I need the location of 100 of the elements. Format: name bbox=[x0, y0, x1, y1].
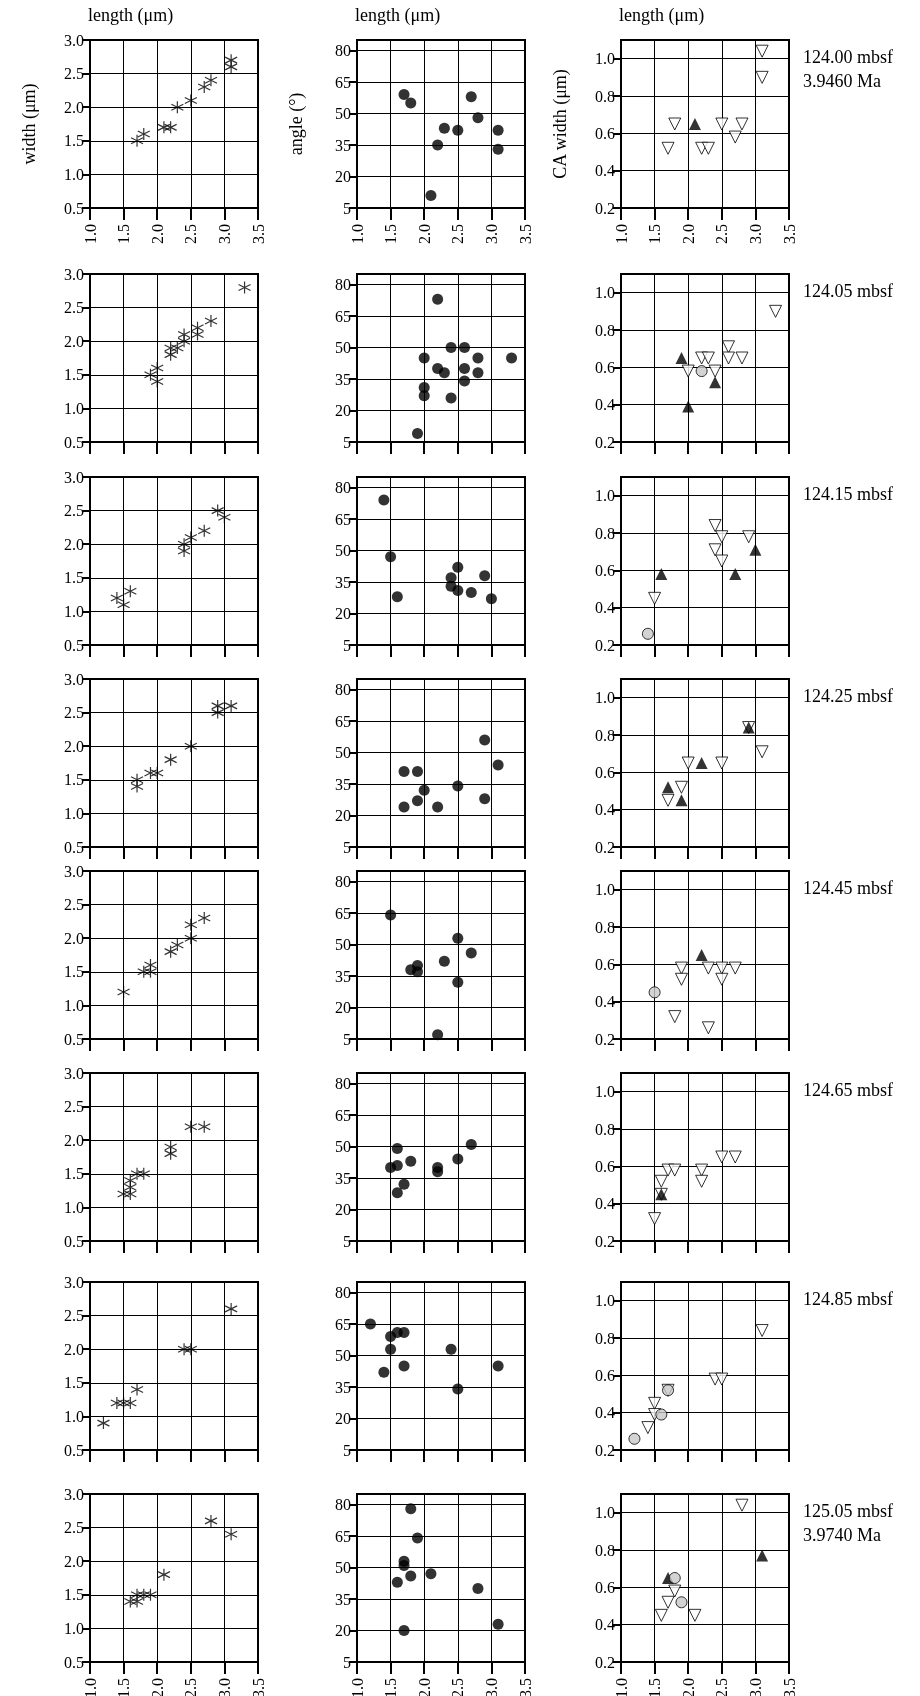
text: 124.85 mbsf bbox=[803, 1289, 894, 1309]
y-tick-label: 1.0 bbox=[595, 881, 615, 899]
y-tick-label: 0.5 bbox=[64, 199, 84, 217]
y-tick-label: 5 bbox=[343, 1653, 351, 1671]
y-tick-label: 2.0 bbox=[64, 1131, 84, 1149]
y-tick-label: 2.5 bbox=[64, 1098, 84, 1116]
y-tick-label: 2.5 bbox=[64, 1307, 84, 1325]
y-tick-label: 0.2 bbox=[595, 199, 615, 217]
y-tick-label: 3.0 bbox=[64, 1273, 84, 1291]
x-axis-title: length (μm) bbox=[88, 5, 174, 26]
y-axis-title: angle (°) bbox=[286, 92, 307, 156]
x-tick-label: 1.5 bbox=[115, 1678, 133, 1696]
x-axis-title: length (μm) bbox=[619, 5, 705, 26]
y-tick-label: 1.5 bbox=[64, 569, 84, 587]
y-tick-label: 0.5 bbox=[64, 1030, 84, 1048]
y-tick-label: 3.0 bbox=[64, 468, 84, 486]
y-tick-label: 2.0 bbox=[64, 1552, 84, 1570]
y-tick-label: 20 bbox=[335, 168, 351, 185]
text: 3.9740 Ma bbox=[803, 1525, 881, 1545]
y-tick-label: 5 bbox=[343, 1441, 351, 1459]
y-tick-label: 1.5 bbox=[64, 1586, 84, 1604]
y-tick-label: 50 bbox=[335, 1347, 351, 1364]
y-tick-label: 0.2 bbox=[595, 433, 615, 451]
y-tick-label: 1.0 bbox=[595, 50, 615, 68]
y-axis-title: width (μm) bbox=[19, 83, 40, 165]
x-tick-label: 3.0 bbox=[746, 224, 764, 244]
y-tick-label: 5 bbox=[343, 838, 351, 856]
y-tick-label: 1.0 bbox=[64, 1407, 84, 1425]
y-tick-label: 1.0 bbox=[64, 165, 84, 183]
y-tick-label: 20 bbox=[335, 807, 351, 824]
x-tick-label: 2.5 bbox=[449, 224, 467, 244]
x-tick-label: 2.5 bbox=[182, 224, 200, 244]
y-tick-label: 50 bbox=[335, 105, 351, 122]
y-tick-label: 0.2 bbox=[595, 1232, 615, 1250]
y-tick-label: 0.8 bbox=[595, 87, 615, 105]
y-tick-label: 3.0 bbox=[64, 31, 84, 49]
x-tick-label: 1.5 bbox=[646, 1678, 664, 1696]
y-tick-label: 2.0 bbox=[64, 1340, 84, 1358]
y-tick-label: 35 bbox=[335, 370, 351, 388]
x-tick-label: 2.0 bbox=[679, 224, 697, 244]
y-tick-label: 2.0 bbox=[64, 98, 84, 116]
y-tick-label: 0.8 bbox=[595, 321, 615, 339]
y-tick-label: 35 bbox=[335, 573, 351, 591]
text: 124.15 mbsf bbox=[803, 484, 894, 504]
y-tick-label: 0.6 bbox=[595, 124, 615, 142]
y-tick-label: 0.8 bbox=[595, 524, 615, 542]
y-tick-label: 50 bbox=[335, 542, 351, 559]
x-tick-label: 1.0 bbox=[81, 224, 99, 244]
y-tick-label: 0.5 bbox=[64, 838, 84, 856]
x-tick-label: 1.0 bbox=[612, 1678, 630, 1696]
y-tick-label: 0.2 bbox=[595, 838, 615, 856]
y-tick-label: 65 bbox=[335, 712, 351, 730]
y-tick-label: 1.5 bbox=[64, 366, 84, 384]
y-tick-label: 50 bbox=[335, 1559, 351, 1576]
y-tick-label: 50 bbox=[335, 936, 351, 953]
y-tick-label: 0.8 bbox=[595, 1541, 615, 1559]
x-tick-label: 3.0 bbox=[215, 224, 233, 244]
y-tick-label: 5 bbox=[343, 636, 351, 654]
text: 124.65 mbsf bbox=[803, 1080, 894, 1100]
y-tick-label: 0.8 bbox=[595, 1120, 615, 1138]
y-tick-label: 0.8 bbox=[595, 918, 615, 936]
y-tick-label: 1.0 bbox=[64, 602, 84, 620]
y-tick-label: 20 bbox=[335, 1622, 351, 1639]
y-tick-label: 1.0 bbox=[64, 996, 84, 1014]
y-tick-label: 1.0 bbox=[595, 487, 615, 505]
y-tick-label: 2.5 bbox=[64, 704, 84, 722]
y-tick-label: 35 bbox=[335, 136, 351, 154]
y-tick-label: 1.0 bbox=[64, 1619, 84, 1637]
y-tick-label: 0.5 bbox=[64, 433, 84, 451]
y-tick-label: 5 bbox=[343, 199, 351, 217]
y-tick-label: 65 bbox=[335, 307, 351, 325]
x-tick-label: 3.5 bbox=[249, 224, 267, 244]
x-tick-label: 2.5 bbox=[713, 224, 731, 244]
y-tick-label: 1.0 bbox=[595, 1083, 615, 1101]
y-tick-label: 5 bbox=[343, 433, 351, 451]
y-tick-label: 2.5 bbox=[64, 299, 84, 317]
y-tick-label: 0.6 bbox=[595, 561, 615, 579]
y-tick-label: 0.4 bbox=[595, 396, 615, 414]
y-tick-label: 65 bbox=[335, 904, 351, 922]
y-tick-label: 20 bbox=[335, 999, 351, 1016]
y-tick-label: 2.0 bbox=[64, 535, 84, 553]
x-tick-label: 2.0 bbox=[148, 224, 166, 244]
y-tick-label: 2.0 bbox=[64, 737, 84, 755]
y-tick-label: 20 bbox=[335, 1201, 351, 1218]
x-tick-label: 1.5 bbox=[646, 224, 664, 244]
y-tick-label: 0.4 bbox=[595, 1404, 615, 1422]
y-tick-label: 1.0 bbox=[64, 1198, 84, 1216]
y-tick-label: 65 bbox=[335, 1315, 351, 1333]
y-tick-label: 0.6 bbox=[595, 955, 615, 973]
y-tick-label: 1.0 bbox=[595, 1292, 615, 1310]
y-tick-label: 80 bbox=[335, 873, 351, 890]
y-tick-label: 0.6 bbox=[595, 358, 615, 376]
y-tick-label: 3.0 bbox=[64, 265, 84, 283]
y-axis-title: CA width (μm) bbox=[550, 69, 571, 179]
y-tick-label: 3.0 bbox=[64, 670, 84, 688]
y-tick-label: 0.5 bbox=[64, 1653, 84, 1671]
y-tick-label: 65 bbox=[335, 1527, 351, 1545]
y-tick-label: 2.5 bbox=[64, 502, 84, 520]
y-tick-label: 0.4 bbox=[595, 993, 615, 1011]
x-tick-label: 3.5 bbox=[516, 224, 534, 244]
